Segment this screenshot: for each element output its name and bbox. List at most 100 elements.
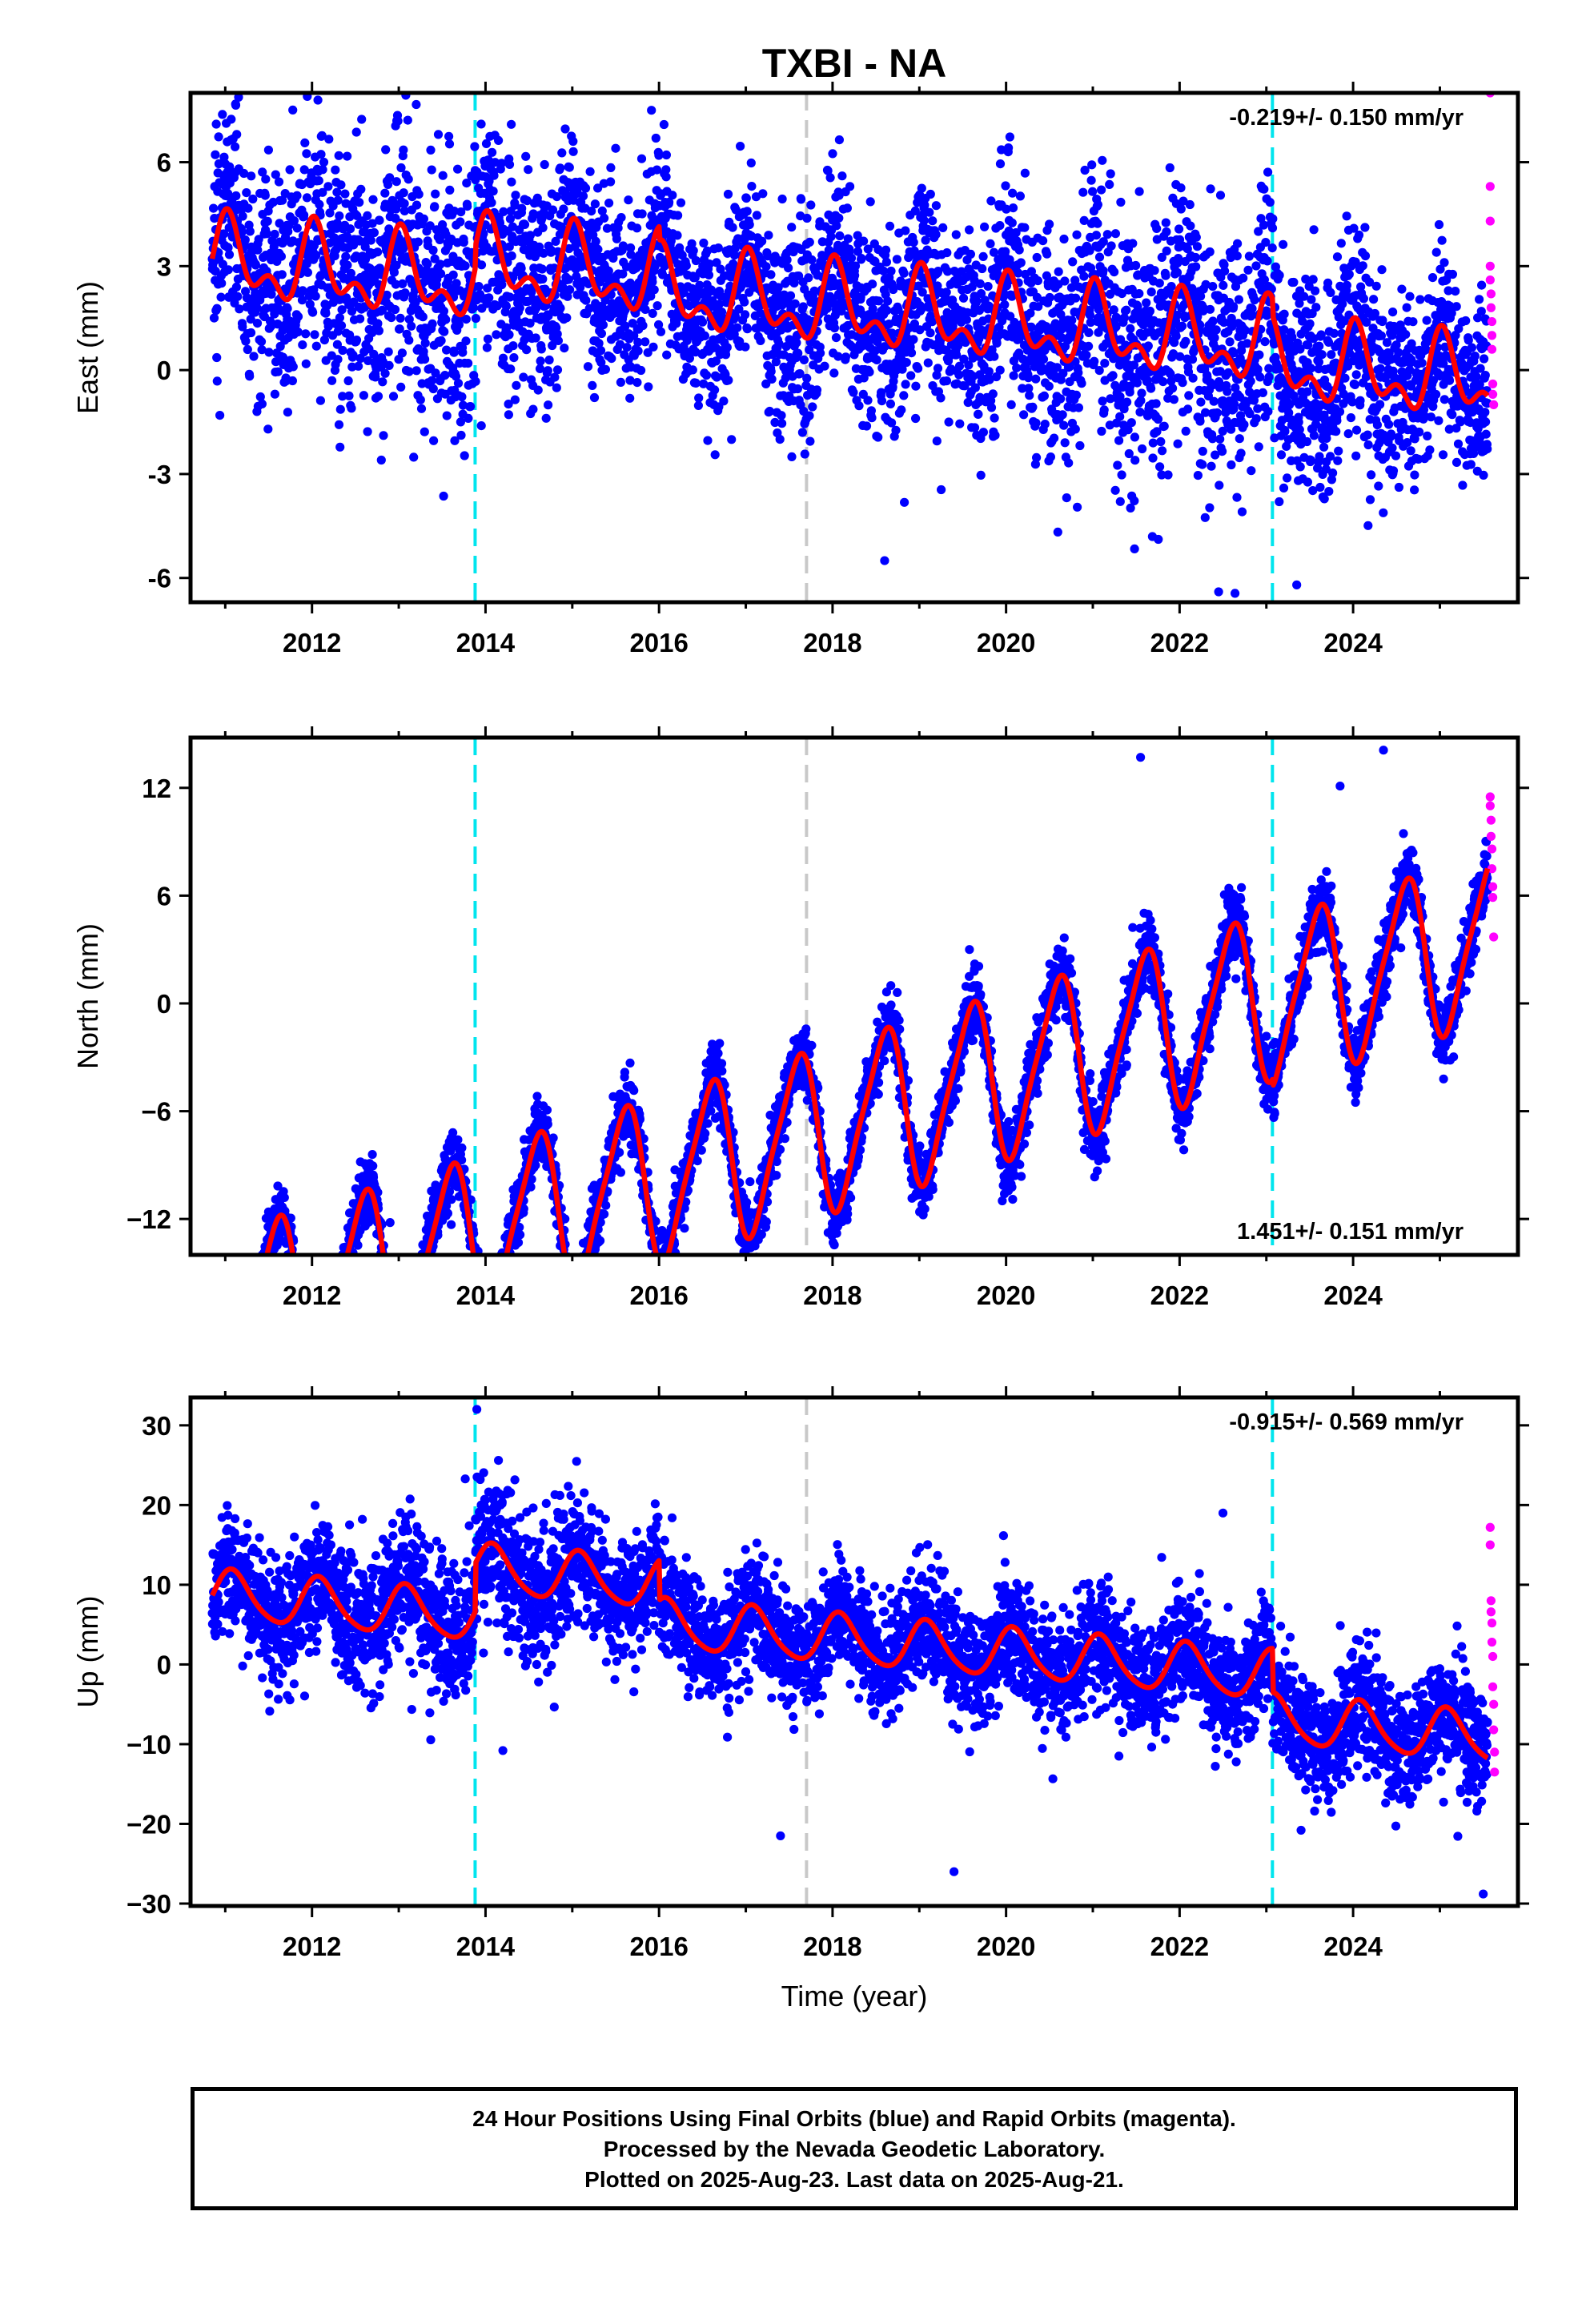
east-final-point (436, 336, 446, 345)
east-final-point (959, 354, 969, 364)
east-final-point (591, 236, 600, 246)
east-final-point (986, 403, 997, 412)
east-final-point (356, 184, 366, 194)
east-final-point (458, 400, 468, 410)
east-final-point (1078, 187, 1088, 197)
east-final-point (302, 193, 312, 203)
east-final-point (770, 417, 780, 428)
east-final-point (1131, 260, 1141, 271)
east-final-point (874, 296, 884, 306)
east-final-point (243, 203, 253, 213)
east-final-point (1026, 308, 1035, 318)
east-final-point (1351, 370, 1361, 380)
east-final-point (536, 344, 546, 354)
east-final-point (237, 227, 247, 237)
east-final-point (1285, 352, 1295, 362)
east-final-point (765, 406, 775, 416)
east-final-point (1315, 482, 1325, 493)
east-final-point (209, 313, 219, 323)
east-final-point (588, 380, 597, 390)
east-final-point (1232, 493, 1242, 502)
east-final-point (834, 213, 844, 223)
east-final-point (452, 279, 461, 288)
east-final-point (209, 203, 219, 213)
east-final-point (958, 293, 969, 303)
east-final-point (1070, 424, 1080, 434)
east-final-point (1264, 372, 1274, 382)
east-final-point (242, 188, 251, 198)
east-final-point (955, 419, 965, 428)
east-final-point (375, 215, 384, 225)
east-final-point (705, 259, 714, 269)
east-final-point (1208, 282, 1218, 292)
east-final-point (820, 361, 829, 371)
east-final-point (594, 339, 604, 348)
east-final-point (1084, 341, 1094, 351)
east-final-point (891, 425, 901, 435)
east-final-point (710, 450, 720, 460)
east-final-point (344, 391, 354, 400)
east-final-point (1209, 396, 1219, 406)
east-final-point (460, 451, 469, 460)
east-final-point (984, 367, 994, 376)
east-final-point (1218, 426, 1227, 436)
east-final-point (843, 234, 853, 243)
east-final-point (615, 340, 625, 349)
east-final-point (921, 235, 930, 245)
east-final-point (1085, 246, 1094, 255)
east-final-point (311, 251, 321, 260)
east-final-point (1148, 453, 1158, 463)
east-final-point (584, 304, 594, 313)
east-final-point (1360, 251, 1371, 261)
east-final-point (363, 427, 372, 436)
east-final-point (721, 350, 731, 360)
east-final-point (1305, 319, 1315, 328)
east-final-point (1126, 418, 1136, 428)
east-final-point (429, 436, 439, 445)
east-final-point (934, 267, 943, 276)
east-final-point (647, 106, 656, 115)
east-final-point (1111, 322, 1121, 332)
east-final-point (932, 436, 942, 446)
east-final-point (829, 323, 839, 333)
east-final-point (1172, 311, 1182, 320)
east-final-point (1001, 181, 1010, 191)
east-final-point (293, 312, 303, 321)
east-final-point (583, 362, 593, 372)
east-final-point (1145, 306, 1154, 316)
east-final-point (325, 208, 335, 218)
east-final-point (1098, 155, 1107, 165)
east-final-point (1298, 316, 1307, 326)
east-final-point (501, 301, 512, 311)
east-final-point (373, 319, 383, 328)
east-final-point (345, 224, 355, 234)
east-final-point (419, 214, 429, 223)
east-final-point (1340, 373, 1350, 383)
east-final-point (587, 207, 596, 216)
east-final-point (1456, 417, 1465, 427)
east-final-point (899, 268, 909, 278)
east-final-point (419, 347, 428, 356)
east-final-point (1308, 275, 1318, 284)
east-final-point (1444, 424, 1454, 434)
east-final-point (1168, 384, 1178, 393)
east-final-point (223, 265, 233, 275)
east-final-point (1270, 340, 1279, 349)
east-final-point (654, 320, 664, 330)
east-final-point (1231, 383, 1240, 392)
east-final-point (381, 145, 391, 155)
east-final-point (516, 263, 526, 273)
east-final-point (538, 274, 548, 284)
east-final-point (400, 199, 409, 208)
east-final-point (398, 279, 408, 288)
east-final-point (275, 219, 284, 228)
east-final-point (1113, 460, 1122, 470)
east-final-point (218, 259, 227, 269)
east-final-point (661, 150, 672, 160)
east-final-point (338, 392, 347, 401)
east-final-point (640, 337, 650, 347)
east-final-point (483, 334, 493, 344)
east-final-point (771, 357, 781, 367)
east-final-point (816, 348, 825, 358)
